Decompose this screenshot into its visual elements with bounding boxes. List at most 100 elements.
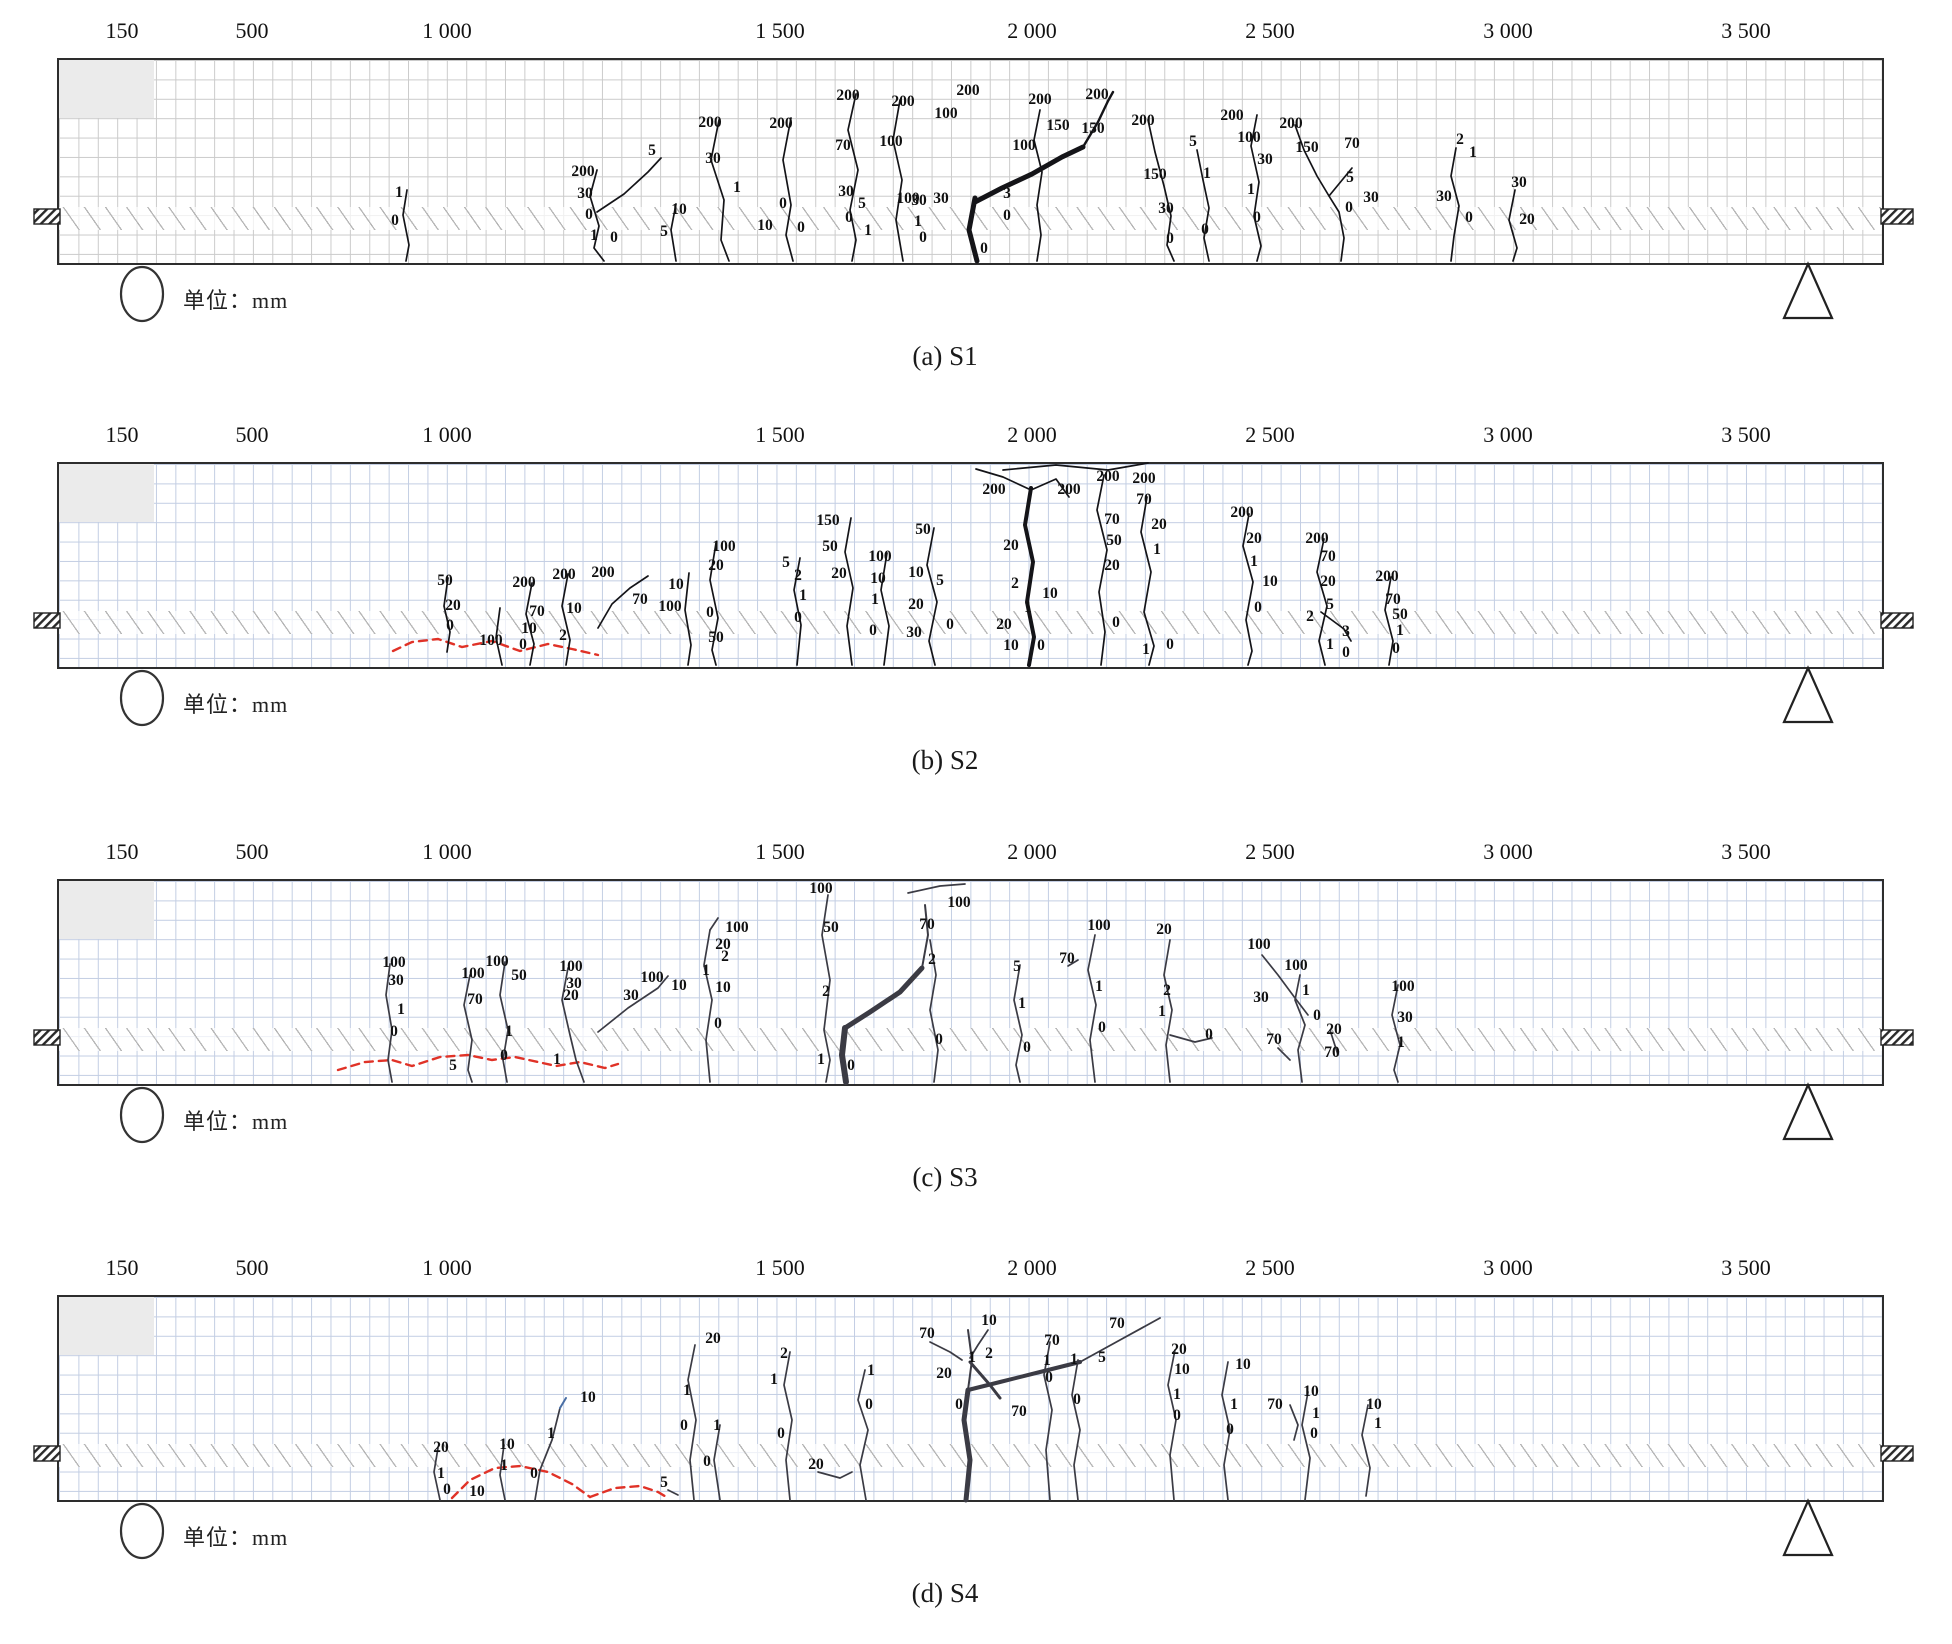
crack-load-label: 0 [869, 622, 877, 639]
crack-load-label: 0 [777, 1425, 785, 1442]
crack-line [821, 894, 831, 1083]
left-anchor-tab [33, 612, 61, 629]
crack-load-label: 20 [563, 987, 579, 1004]
crack-load-label: 0 [585, 206, 593, 223]
crack-line [975, 468, 1032, 491]
crack-load-label: 0 [1037, 637, 1045, 654]
crack-load-label: 30 [933, 190, 949, 207]
right-anchor-tab [1880, 612, 1914, 629]
crack-load-label: 1 [590, 227, 598, 244]
ruler-label-3000: 3 000 [1483, 18, 1533, 43]
crack-load-label: 20 [433, 1439, 449, 1456]
crack-line [1140, 496, 1155, 666]
crack-load-label: 100 [1391, 978, 1415, 995]
crack-load-label: 20 [1320, 573, 1336, 590]
crack-line [921, 904, 929, 969]
crack-line [1450, 147, 1460, 262]
crack-load-label: 5 [1098, 1349, 1106, 1366]
crack-load-label: 0 [1205, 1026, 1213, 1043]
crack-load-label: 0 [919, 229, 927, 246]
crack-load-label: 0 [1465, 209, 1473, 226]
crack-line [709, 917, 719, 931]
crack-line [703, 929, 713, 1083]
red-dashed-outline [336, 1053, 620, 1072]
crack-load-label: 5 [1346, 169, 1354, 186]
crack-line [433, 1447, 441, 1501]
crack-line [597, 975, 669, 1033]
right-anchor-tab [1880, 208, 1914, 225]
ruler-label-1500: 1 500 [755, 18, 805, 43]
crack-load-label: 30 [1257, 151, 1273, 168]
crack-load-label: 30 [1253, 989, 1269, 1006]
crack-line [844, 517, 854, 666]
crack-load-label: 1 [1312, 1405, 1320, 1422]
crack-load-label: 0 [1254, 599, 1262, 616]
crack-load-label: 30 [906, 624, 922, 641]
crack-load-label: 100 [879, 133, 903, 150]
crack-line [495, 607, 503, 666]
crack-line [1289, 1404, 1299, 1441]
crack-load-label: 20 [936, 1365, 952, 1382]
crack-load-label: 0 [1073, 1391, 1081, 1408]
crack-line [817, 1471, 853, 1479]
panel-caption-s1: (a) S1 [912, 341, 978, 371]
ruler-label-3500: 3 500 [1721, 18, 1771, 43]
crack-line [892, 99, 904, 262]
crack-load-label: 0 [1342, 644, 1350, 661]
crack-load-label: 1 [871, 591, 879, 608]
crack-line [1071, 1359, 1081, 1501]
ruler-label-1000: 1 000 [422, 422, 472, 447]
ruler-label-150: 150 [105, 839, 139, 864]
crack-load-label: 70 [1011, 1403, 1027, 1420]
crack-load-label: 30 [623, 987, 639, 1004]
crack-line [684, 572, 692, 666]
crack-load-label: 0 [847, 1057, 855, 1074]
crack-line [1384, 576, 1394, 666]
crack-load-label: 150 [1143, 166, 1167, 183]
crack-load-label: 70 [1044, 1332, 1060, 1349]
crack-line [857, 1369, 869, 1501]
crack-load-label: 50 [915, 521, 931, 538]
crack-load-label: 10 [981, 1312, 997, 1329]
crack-line [1147, 119, 1175, 262]
unit-label: 单位：mm [183, 1109, 289, 1134]
crack-load-label: 1 [1142, 641, 1150, 658]
crack-load-label: 2 [822, 983, 830, 1000]
crack-load-label: 1 [864, 222, 872, 239]
ruler-label-2000: 2 000 [1007, 422, 1057, 447]
crack-load-label: 70 [1109, 1315, 1125, 1332]
crack-line [783, 1351, 793, 1501]
panel-caption-s2: (b) S2 [911, 745, 979, 775]
crack-load-label: 150 [1081, 120, 1105, 137]
crack-load-label: 0 [779, 195, 787, 212]
crack-load-label: 1 [395, 184, 403, 201]
ruler-label-1000: 1 000 [422, 18, 472, 43]
crack-line [1081, 90, 1115, 149]
crack-line [842, 965, 925, 1031]
load-plate-region [59, 464, 154, 522]
ruler-label-150: 150 [105, 422, 139, 447]
crack-load-label: 3 [1003, 185, 1011, 202]
crack-load-label: 200 [891, 93, 915, 110]
ruler-label-3500: 3 500 [1721, 839, 1771, 864]
unit-label: 单位：mm [183, 288, 289, 313]
crack-load-label: 100 [809, 880, 833, 897]
crack-load-label: 20 [831, 565, 847, 582]
crack-load-label: 5 [1326, 596, 1334, 613]
ruler-label-3500: 3 500 [1721, 422, 1771, 447]
crack-load-label: 0 [1045, 1369, 1053, 1386]
crack-load-label: 100 [658, 598, 682, 615]
crack-load-label: 10 [1262, 573, 1278, 590]
crack-load-label: 200 [1057, 481, 1081, 498]
crack-load-label: 1 [1250, 553, 1258, 570]
crack-load-label: 50 [1106, 532, 1122, 549]
crack-load-label: 150 [1295, 139, 1319, 156]
crack-load-label: 1 [547, 1425, 555, 1442]
ruler-label-150: 150 [105, 18, 139, 43]
pin-support-triangle [1782, 665, 1834, 724]
crack-load-label: 30 [1363, 189, 1379, 206]
crack-load-label: 1 [770, 1371, 778, 1388]
crack-line [907, 883, 966, 894]
crack-load-label: 2 [985, 1345, 993, 1362]
crack-load-label: 200 [552, 566, 576, 583]
